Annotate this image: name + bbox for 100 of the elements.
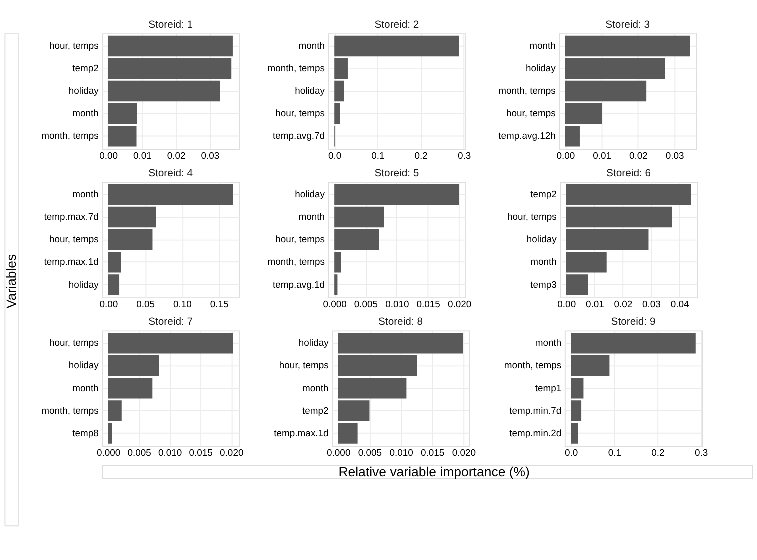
x-tick-label: 0.3	[458, 150, 472, 162]
x-tick-label: 0.02	[629, 150, 648, 162]
bar	[108, 184, 234, 206]
x-tick-label: 0.015	[189, 448, 213, 460]
y-tick-label: hour, temps	[507, 212, 558, 224]
chart-title: Storeid: 6	[606, 168, 652, 180]
bar	[334, 103, 340, 124]
y-tick-label: month, temps	[42, 406, 100, 417]
bar	[108, 206, 156, 228]
bar	[338, 332, 464, 354]
chart-title: Storeid: 7	[148, 317, 194, 328]
x-tick-label: 0.0	[565, 448, 578, 460]
bar	[566, 184, 692, 206]
y-tick-label: month	[530, 257, 557, 268]
x-tick-label: 0.05	[136, 300, 156, 311]
x-tick-label: 0.1	[372, 150, 385, 162]
x-tick-label: 0.000	[327, 448, 351, 460]
y-tick-label: month	[72, 383, 99, 394]
bar	[334, 80, 344, 102]
x-tick-label: 0.00	[558, 300, 576, 311]
y-axis-title: Variables	[4, 254, 20, 309]
bar	[108, 332, 234, 354]
y-tick-label: temp2	[530, 190, 557, 201]
chart-title: Storeid: 2	[374, 20, 420, 31]
y-tick-label: month, temps	[498, 86, 556, 98]
x-tick-label: 0.03	[666, 150, 684, 162]
chart-title: Storeid: 1	[148, 20, 194, 31]
bar	[338, 355, 418, 376]
bar	[334, 229, 380, 250]
bar	[334, 36, 460, 57]
x-tick-label: 0.000	[323, 300, 347, 311]
y-tick-label: temp.max.1d	[44, 257, 99, 268]
y-tick-label: hour, temps	[279, 360, 330, 372]
x-tick-label: 0.020	[220, 448, 244, 460]
y-tick-label: temp.avg.1d	[273, 280, 326, 291]
bar	[334, 58, 348, 80]
y-tick-label: month, temps	[42, 131, 100, 142]
bar	[108, 36, 233, 57]
y-tick-label: month, temps	[268, 64, 326, 75]
bar	[565, 126, 580, 147]
bar	[334, 206, 384, 228]
y-tick-label: hour, temps	[49, 234, 100, 246]
y-tick-label: holiday	[526, 234, 558, 246]
chart-title: Storeid: 4	[148, 168, 194, 180]
y-tick-label: hour, temps	[276, 234, 326, 246]
y-tick-label: temp.avg.12h	[498, 131, 556, 142]
bar	[565, 80, 647, 102]
x-tick-label: 0.03	[642, 300, 661, 311]
x-tick-label: 0.02	[614, 300, 633, 311]
y-tick-label: month	[535, 338, 562, 350]
bar	[108, 229, 153, 250]
x-tick-label: 0.010	[386, 300, 410, 311]
chart-title: Storeid: 5	[374, 168, 420, 180]
x-tick-label: 0.005	[354, 300, 378, 311]
x-tick-label: 0.01	[586, 300, 604, 311]
x-tick-label: 0.010	[158, 448, 182, 460]
bar	[334, 184, 460, 206]
x-tick-label: 0.005	[358, 448, 382, 460]
bar	[571, 332, 696, 354]
x-tick-label: 0.3	[694, 448, 708, 460]
x-tick-label: 0.03	[201, 150, 220, 162]
y-tick-label: temp8	[72, 428, 99, 440]
y-tick-label: holiday	[295, 86, 326, 98]
bar	[108, 103, 138, 124]
x-tick-label: 0.01	[133, 150, 152, 162]
bar	[571, 355, 610, 376]
y-tick-label: month	[530, 41, 556, 52]
x-axis-title: Relative variable importance (%)	[338, 464, 530, 480]
y-tick-label: holiday	[68, 86, 100, 98]
x-tick-label: 0.00	[100, 150, 118, 162]
y-tick-label: month	[72, 190, 99, 201]
x-tick-label: 0.15	[210, 300, 229, 311]
y-tick-label: hour, temps	[506, 108, 556, 120]
x-tick-label: 0.04	[670, 300, 690, 311]
y-tick-label: hour, temps	[276, 108, 326, 120]
y-tick-label: hour, temps	[49, 338, 100, 350]
x-tick-label: 0.0	[328, 150, 342, 162]
x-tick-label: 0.2	[414, 150, 428, 162]
bar	[108, 80, 220, 102]
bar	[565, 36, 690, 57]
bar	[108, 126, 137, 147]
x-tick-label: 0.10	[174, 300, 192, 311]
x-tick-label: 0.015	[416, 300, 440, 311]
x-tick-label: 0.00	[100, 300, 118, 311]
y-tick-label: month	[298, 212, 326, 224]
x-tick-label: 0.1	[608, 448, 622, 460]
chart-title: Storeid: 9	[611, 317, 656, 328]
x-tick-label: 0.01	[593, 150, 612, 162]
x-tick-label: 0.000	[96, 448, 121, 460]
y-tick-label: holiday	[295, 190, 326, 201]
chart-title: Storeid: 3	[606, 20, 650, 31]
y-tick-label: month	[72, 108, 99, 120]
y-tick-label: month, temps	[504, 360, 562, 372]
x-tick-label: 0.015	[421, 448, 445, 460]
y-tick-label: holiday	[68, 360, 100, 372]
y-tick-label: temp2	[72, 64, 99, 75]
bar	[566, 206, 672, 228]
y-tick-label: holiday	[526, 64, 556, 75]
y-tick-label: temp3	[530, 280, 557, 291]
y-tick-label: temp.avg.7d	[273, 131, 326, 142]
